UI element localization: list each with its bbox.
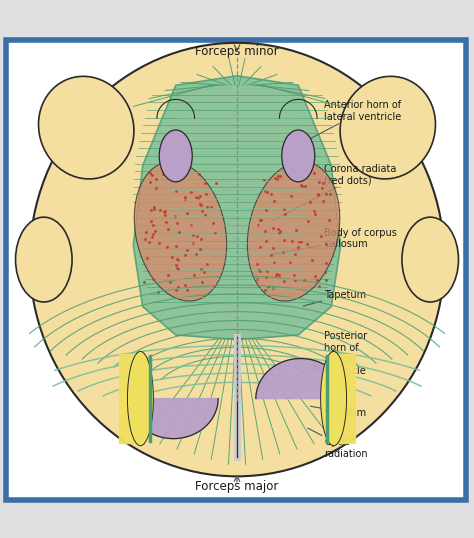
Polygon shape: [256, 358, 346, 399]
Ellipse shape: [282, 130, 315, 182]
Text: Anterior horn of
lateral ventricle: Anterior horn of lateral ventricle: [284, 101, 401, 152]
Ellipse shape: [247, 161, 340, 301]
Ellipse shape: [320, 351, 346, 445]
Text: Body of corpus
callosum: Body of corpus callosum: [273, 228, 397, 254]
Text: Tapetum: Tapetum: [310, 406, 366, 417]
Ellipse shape: [16, 217, 72, 302]
Text: Corona radiata
(red dots): Corona radiata (red dots): [273, 164, 397, 221]
Ellipse shape: [402, 217, 458, 302]
Ellipse shape: [134, 161, 227, 301]
Ellipse shape: [30, 43, 444, 476]
Text: Forceps minor: Forceps minor: [195, 45, 279, 58]
Polygon shape: [128, 399, 218, 438]
Text: Forceps major: Forceps major: [195, 480, 279, 493]
Ellipse shape: [128, 351, 154, 445]
Ellipse shape: [340, 76, 436, 179]
Text: Posterior
horn of
lateral
ventricle: Posterior horn of lateral ventricle: [296, 331, 367, 376]
Ellipse shape: [159, 130, 192, 182]
Ellipse shape: [38, 76, 134, 179]
Polygon shape: [133, 76, 341, 339]
FancyBboxPatch shape: [6, 40, 465, 500]
Text: Optic
radiation: Optic radiation: [308, 428, 368, 459]
Text: Tapetum: Tapetum: [303, 290, 366, 306]
